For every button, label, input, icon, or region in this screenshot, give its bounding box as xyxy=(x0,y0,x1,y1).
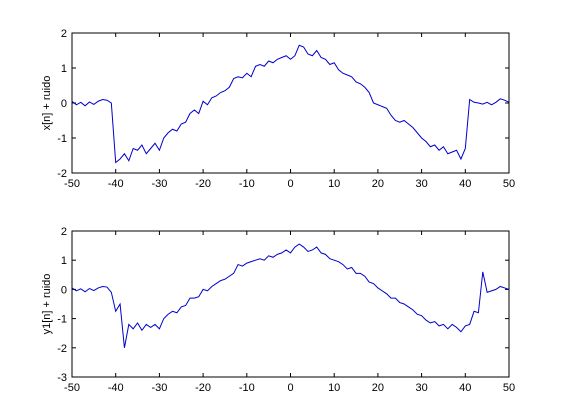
bottom-x-tick-label: 20 xyxy=(372,382,384,394)
top-x-tick-label: 40 xyxy=(459,178,471,190)
bottom-x-tick-label: 0 xyxy=(287,382,293,394)
top-x-tick-label: -50 xyxy=(64,178,80,190)
top-x-tick-label: 10 xyxy=(328,178,340,190)
top-x-tick-label: -20 xyxy=(195,178,211,190)
bottom-y-tick-label: -3 xyxy=(57,372,67,384)
bottom-y-tick-label: -1 xyxy=(57,314,67,326)
bottom-x-tick-label: -10 xyxy=(239,382,255,394)
chart-bottom: -50 -40 -30 -20 -10 0 10 20 30 40 50-3-2-1012y1[n]… xyxy=(41,226,515,394)
top-y-tick-label: 0 xyxy=(61,98,67,110)
bottom-y-tick-label: 0 xyxy=(61,284,67,296)
top-series-line xyxy=(71,44,510,164)
top-plot-area xyxy=(71,32,510,174)
top-x-tick-label: 30 xyxy=(415,178,427,190)
bottom-series-line xyxy=(71,243,510,348)
top-y-tick-label: -2 xyxy=(57,168,67,180)
bottom-x-tick-label: -40 xyxy=(108,382,124,394)
bottom-x-tick-label: -30 xyxy=(151,382,167,394)
bottom-y-tick-label: 2 xyxy=(61,226,67,238)
bottom-y-tick-label: 1 xyxy=(61,255,67,267)
bottom-x-tick-label: -50 xyxy=(64,382,80,394)
bottom-x-tick-label: 10 xyxy=(328,382,340,394)
bottom-y-axis-label: y1[n] + ruido xyxy=(41,274,53,335)
top-x-tick-label: -10 xyxy=(239,178,255,190)
bottom-y-tick-label: -2 xyxy=(57,343,67,355)
top-x-tick-label: 20 xyxy=(372,178,384,190)
top-y-tick-label: 2 xyxy=(61,28,67,40)
top-y-axis-label: x[n] + ruido xyxy=(41,76,53,131)
bottom-x-tick-label: 40 xyxy=(459,382,471,394)
top-y-tick-label: -1 xyxy=(57,133,67,145)
top-y-tick-label: 1 xyxy=(61,63,67,75)
bottom-x-tick-label: 30 xyxy=(415,382,427,394)
top-x-tick-label: 0 xyxy=(287,178,293,190)
top-x-tick-label: -30 xyxy=(151,178,167,190)
top-x-tick-label: 50 xyxy=(503,178,515,190)
bottom-x-tick-label: -20 xyxy=(195,382,211,394)
top-x-tick-label: -40 xyxy=(108,178,124,190)
bottom-x-tick-label: 50 xyxy=(503,382,515,394)
